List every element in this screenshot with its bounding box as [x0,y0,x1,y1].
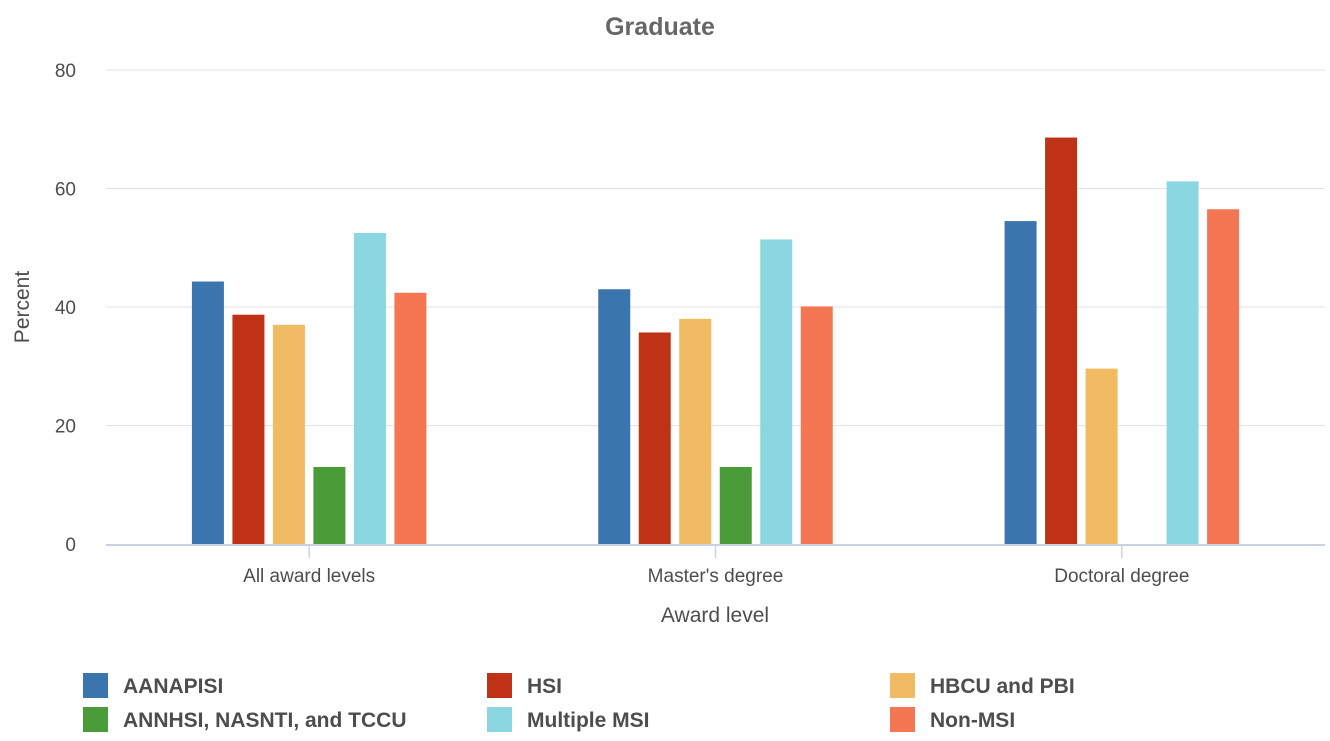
y-axis-title: Percent [11,271,34,344]
legend-item[interactable]: AANAPISI [83,673,223,698]
legend-item[interactable]: Non-MSI [890,707,1015,732]
bar-multiple-msi-0 [353,232,386,544]
legend-item[interactable]: HBCU and PBI [890,673,1075,698]
y-tick-label: 80 [55,61,76,82]
bar-series [191,137,1240,545]
legend-label: HBCU and PBI [930,675,1075,698]
legend-swatch [487,673,512,698]
bar-annhsi-nasnti-and-tccu-0 [313,466,346,544]
legend-label: AANAPISI [123,675,223,698]
chart-title: Graduate [605,13,715,41]
legend-swatch [83,673,108,698]
x-tick-label: Doctoral degree [1054,566,1189,587]
legend-label: Multiple MSI [527,709,650,732]
bar-hbcu-and-pbi-1 [679,318,712,544]
x-tick-label: Master's degree [648,566,784,587]
bar-multiple-msi-2 [1166,181,1199,544]
bar-aanapisi-2 [1004,221,1037,544]
y-axis-ticks: 0 20 40 60 80 [55,61,76,556]
bar-hsi-0 [232,314,265,544]
bar-multiple-msi-1 [760,239,793,544]
legend-swatch [83,707,108,732]
y-tick-label: 40 [55,298,76,319]
legend-label: ANNHSI, NASNTI, and TCCU [123,709,407,732]
bar-aanapisi-1 [598,289,631,544]
legend-swatch [487,707,512,732]
y-tick-label: 60 [55,180,76,201]
bar-annhsi-nasnti-and-tccu-1 [719,466,752,544]
bar-hbcu-and-pbi-2 [1085,368,1118,544]
bar-hbcu-and-pbi-0 [272,324,305,544]
bar-hsi-2 [1045,137,1078,545]
legend-item[interactable]: HSI [487,673,562,698]
legend-item[interactable]: Multiple MSI [487,707,650,732]
bar-non-msi-0 [394,292,427,544]
y-tick-label: 20 [55,417,76,438]
y-tick-label: 0 [65,535,76,556]
bar-hsi-1 [638,332,671,544]
legend: AANAPISI HSI HBCU and PBI ANNHSI, NASNTI, a… [83,673,1075,732]
gridlines [106,69,1325,426]
legend-swatch [890,707,915,732]
bar-non-msi-2 [1207,209,1240,545]
x-axis: All award levels Master's degree Doctoral … [106,544,1325,587]
x-axis-title: Award level [661,604,769,627]
x-tick-label: All award levels [243,566,375,587]
legend-item[interactable]: ANNHSI, NASNTI, and TCCU [83,707,407,732]
bar-aanapisi-0 [191,281,224,544]
legend-label: Non-MSI [930,709,1015,732]
legend-label: HSI [527,675,562,698]
bar-non-msi-1 [800,306,833,544]
legend-swatch [890,673,915,698]
